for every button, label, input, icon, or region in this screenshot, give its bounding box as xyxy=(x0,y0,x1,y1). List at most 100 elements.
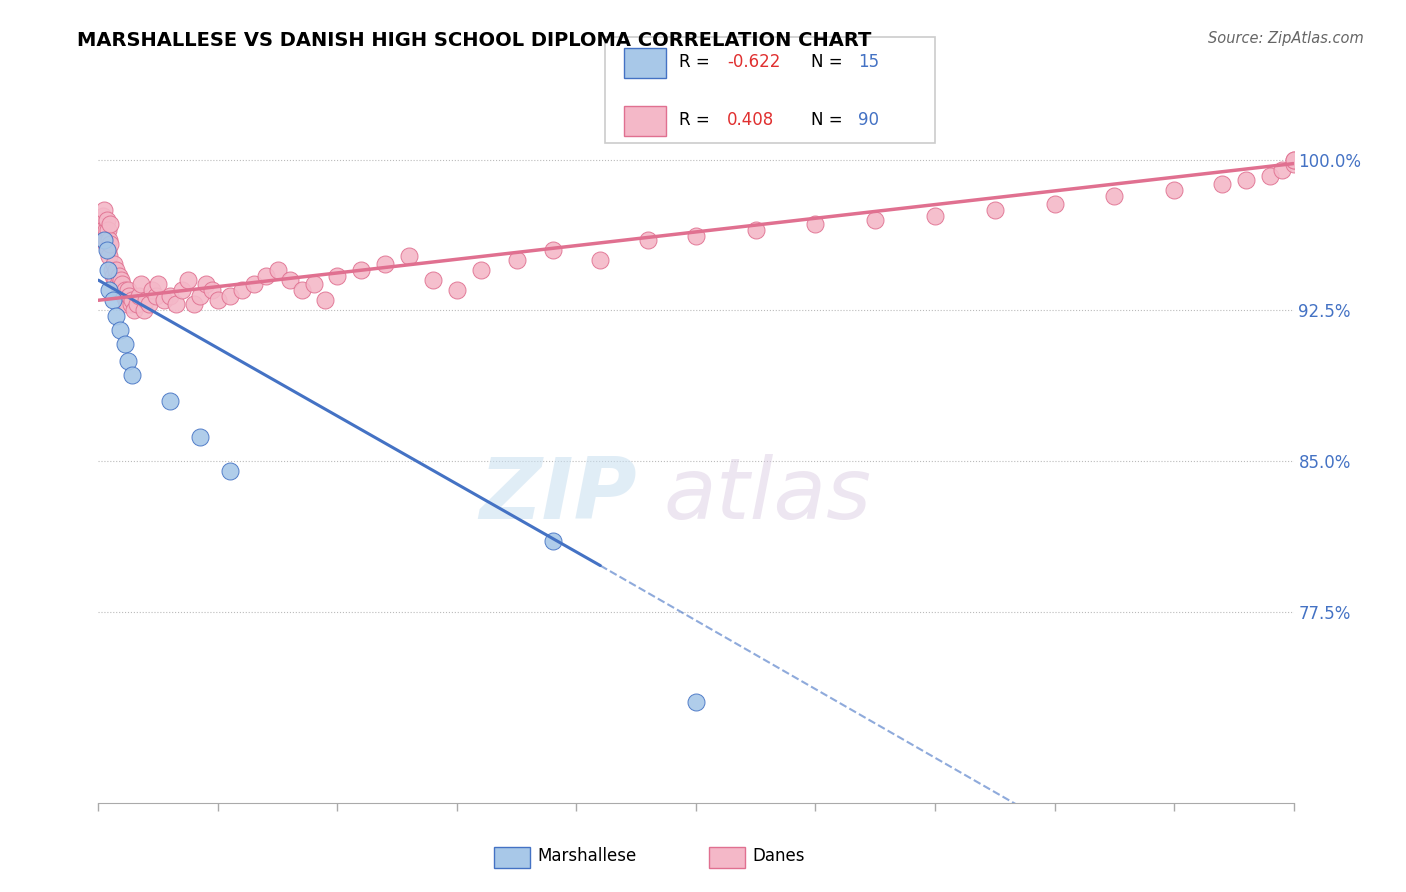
Point xyxy=(93,202,115,217)
Point xyxy=(131,277,153,292)
Point xyxy=(231,283,253,297)
FancyBboxPatch shape xyxy=(709,847,745,868)
Text: N =: N = xyxy=(811,54,848,71)
Point xyxy=(374,257,396,271)
Point xyxy=(98,233,121,247)
Text: Source: ZipAtlas.com: Source: ZipAtlas.com xyxy=(1208,31,1364,46)
Point xyxy=(1258,169,1281,183)
Point xyxy=(121,368,143,382)
Point xyxy=(201,283,224,297)
Text: R =: R = xyxy=(679,112,716,129)
Point xyxy=(98,217,122,231)
Point xyxy=(91,209,114,223)
Point xyxy=(267,263,290,277)
Point xyxy=(94,223,117,237)
Point xyxy=(108,323,131,337)
Point xyxy=(115,297,138,311)
Text: MARSHALLESE VS DANISH HIGH SCHOOL DIPLOMA CORRELATION CHART: MARSHALLESE VS DANISH HIGH SCHOOL DIPLOM… xyxy=(77,31,872,50)
Point xyxy=(350,263,373,277)
Point xyxy=(98,283,121,297)
Point xyxy=(470,263,492,277)
Point xyxy=(112,289,135,303)
Point xyxy=(96,243,118,257)
Point xyxy=(541,534,564,549)
Point xyxy=(165,297,187,311)
Point xyxy=(97,263,120,277)
Point xyxy=(183,297,205,311)
Point xyxy=(506,253,529,268)
Point xyxy=(589,253,612,268)
Point xyxy=(243,277,266,292)
Point xyxy=(98,237,122,252)
Point xyxy=(91,217,114,231)
Point xyxy=(135,293,157,308)
Point xyxy=(685,695,707,709)
Point xyxy=(110,273,132,287)
Point xyxy=(398,249,420,263)
Point xyxy=(1282,153,1305,167)
Point xyxy=(865,212,887,227)
Point xyxy=(120,297,142,311)
Point xyxy=(101,269,124,284)
Point xyxy=(121,293,143,308)
Point xyxy=(108,283,131,297)
Point xyxy=(97,243,120,257)
Point xyxy=(132,303,155,318)
Point xyxy=(138,297,160,311)
Point xyxy=(117,353,139,368)
Point xyxy=(326,269,349,284)
Point xyxy=(128,289,150,303)
Point xyxy=(1282,156,1305,170)
Point xyxy=(153,293,176,308)
Point xyxy=(107,277,129,292)
Text: 90: 90 xyxy=(858,112,879,129)
Point xyxy=(159,289,181,303)
Point xyxy=(254,269,277,284)
Point xyxy=(103,257,125,271)
Point xyxy=(100,263,122,277)
Point xyxy=(291,283,314,297)
Point xyxy=(422,273,444,287)
Point xyxy=(96,233,118,247)
Point xyxy=(188,430,211,444)
Point xyxy=(685,229,707,244)
Point xyxy=(114,283,136,297)
Point xyxy=(1234,172,1257,186)
FancyBboxPatch shape xyxy=(494,847,530,868)
Point xyxy=(145,289,167,303)
Text: Danes: Danes xyxy=(752,847,804,865)
Point xyxy=(125,297,148,311)
Point xyxy=(105,310,128,324)
Text: 15: 15 xyxy=(858,54,879,71)
Point xyxy=(107,269,129,284)
Point xyxy=(924,209,946,223)
Point xyxy=(101,293,124,308)
Point xyxy=(446,283,468,297)
Point xyxy=(111,277,134,292)
Point xyxy=(93,233,115,247)
Point xyxy=(207,293,229,308)
Point xyxy=(1271,162,1294,177)
Point xyxy=(1104,188,1126,202)
Point xyxy=(97,223,120,237)
Point xyxy=(1211,177,1233,191)
Point xyxy=(117,283,139,297)
Text: -0.622: -0.622 xyxy=(727,54,780,71)
Point xyxy=(124,303,146,318)
Point xyxy=(302,277,325,292)
Point xyxy=(96,212,118,227)
Point xyxy=(177,273,200,287)
Point xyxy=(94,237,117,252)
Point xyxy=(141,283,163,297)
Point xyxy=(637,233,659,247)
Point xyxy=(105,263,128,277)
Point xyxy=(315,293,337,308)
Point xyxy=(188,289,211,303)
Point xyxy=(115,293,138,308)
Point xyxy=(1043,196,1066,211)
Point xyxy=(104,273,127,287)
FancyBboxPatch shape xyxy=(624,106,666,136)
Text: atlas: atlas xyxy=(664,454,872,538)
Point xyxy=(148,277,170,292)
Point xyxy=(804,217,827,231)
